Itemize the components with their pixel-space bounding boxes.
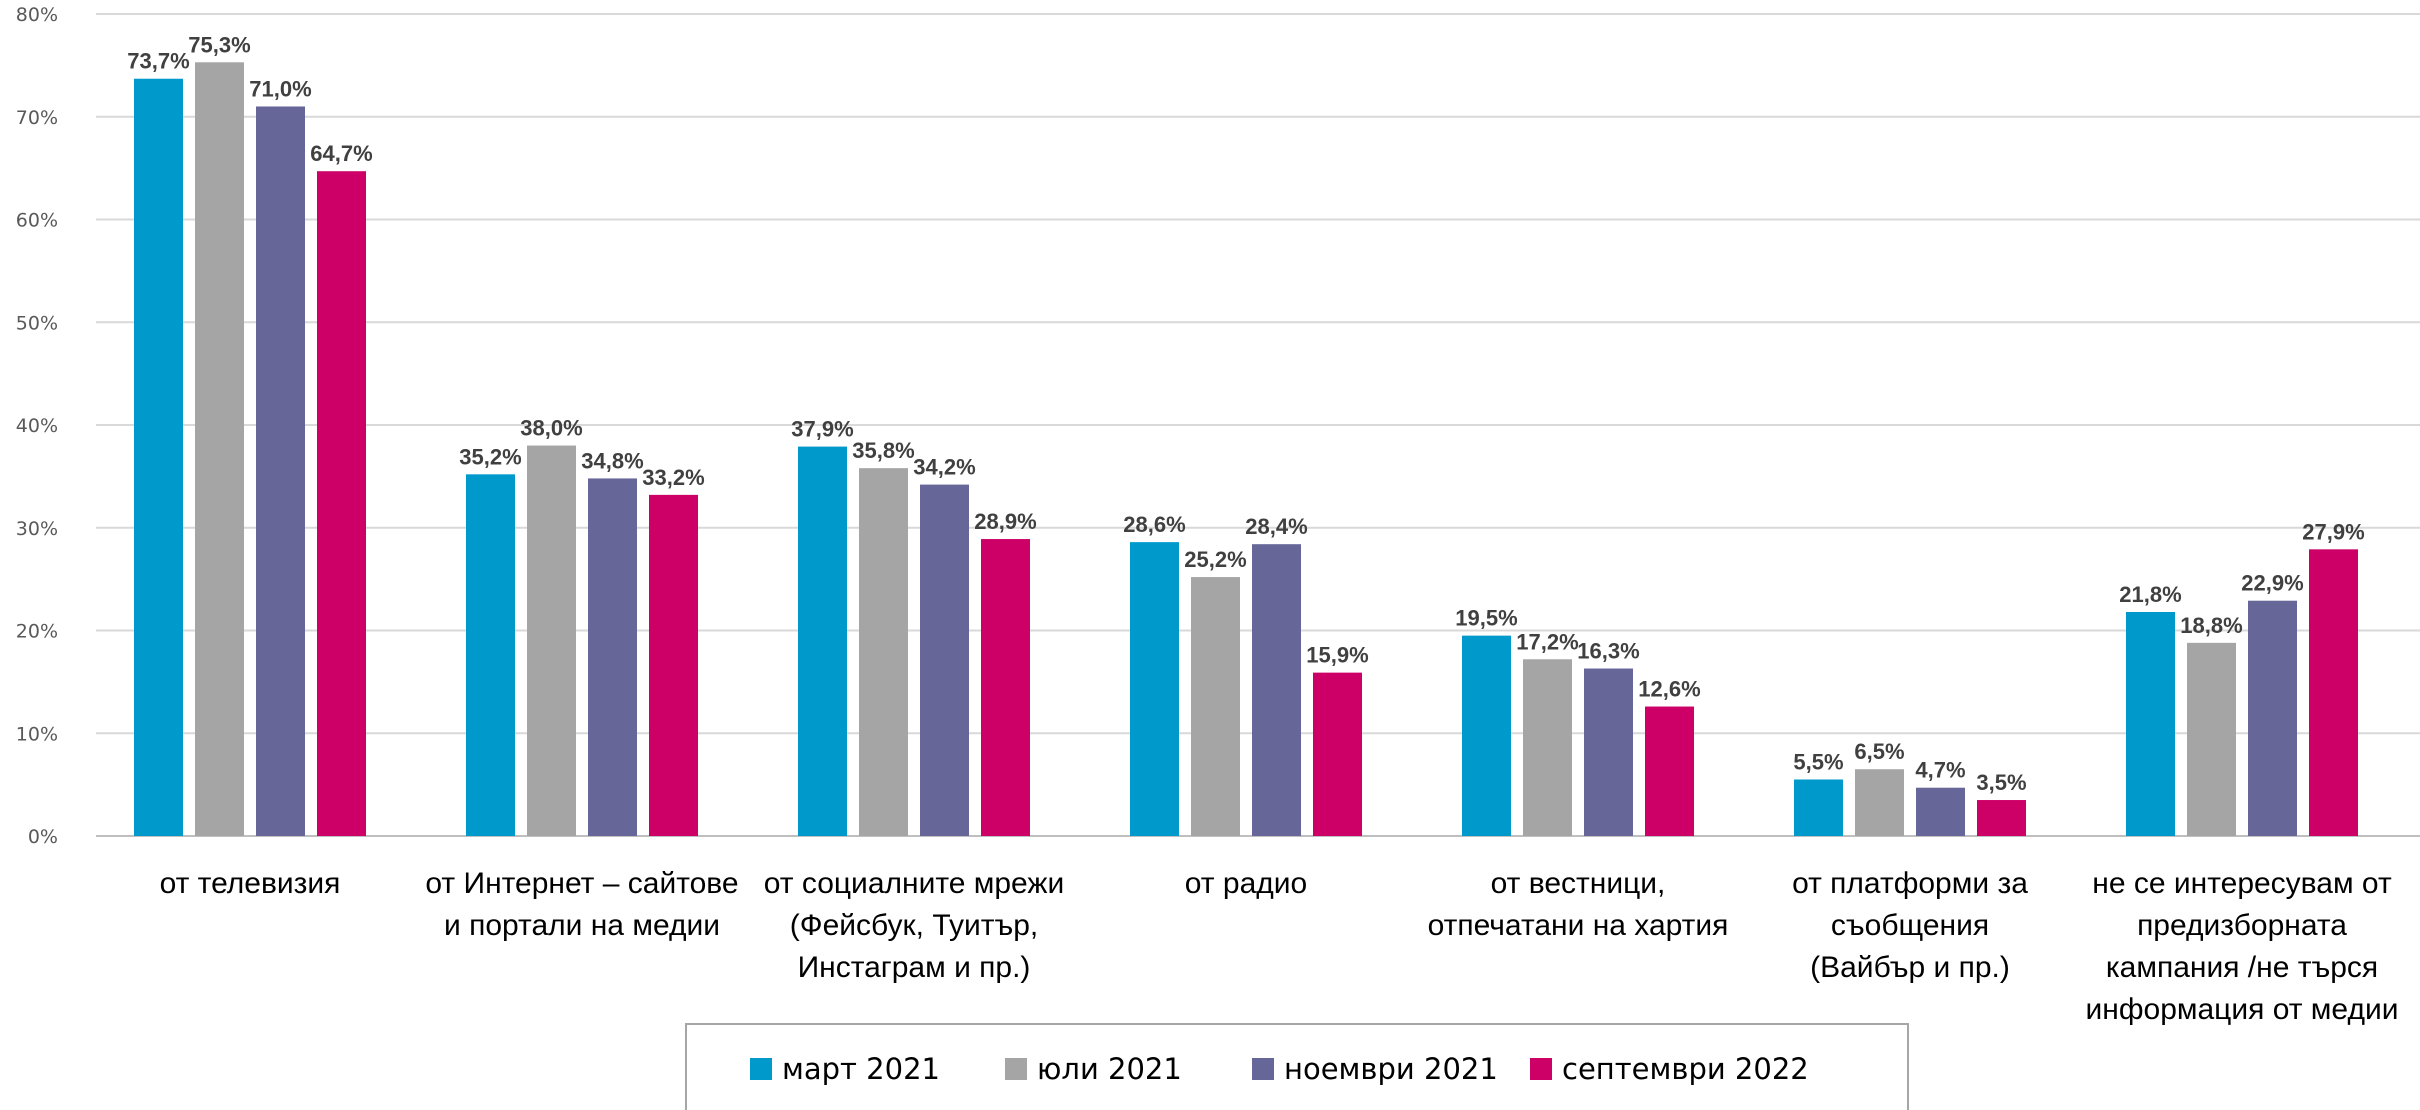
bar bbox=[1191, 577, 1240, 836]
y-tick-label: 30% bbox=[16, 518, 58, 540]
data-label: 25,2% bbox=[1184, 547, 1246, 572]
data-label: 6,5% bbox=[1854, 739, 1904, 764]
legend-label: септември 2022 bbox=[1562, 1052, 1809, 1086]
category-label: от платформи за bbox=[1792, 867, 2028, 900]
data-label: 33,2% bbox=[642, 465, 704, 490]
legend-swatch bbox=[1530, 1058, 1552, 1080]
category-label: от телевизия bbox=[160, 867, 341, 900]
data-label: 28,9% bbox=[974, 509, 1036, 534]
data-label: 18,8% bbox=[2180, 613, 2242, 638]
y-axis-ticks: 0% 10% 20% 30% 40% 50% 60% 70% 80% bbox=[16, 4, 58, 848]
bar bbox=[1916, 787, 1965, 836]
bar bbox=[1584, 668, 1633, 836]
category-label: (Фейсбук, Туитър, bbox=[790, 909, 1038, 942]
category-label: отпечатани на хартия bbox=[1428, 909, 1729, 942]
bar bbox=[1462, 635, 1511, 836]
bar bbox=[2187, 642, 2236, 836]
data-label: 5,5% bbox=[1793, 749, 1843, 774]
y-tick-label: 10% bbox=[16, 723, 58, 745]
category-label: не се интересувам от bbox=[2092, 867, 2392, 900]
legend-box bbox=[685, 1023, 1909, 1110]
bar bbox=[317, 171, 366, 836]
category-label: предизборната bbox=[2137, 909, 2347, 942]
data-label: 4,7% bbox=[1915, 758, 1965, 783]
data-label: 12,6% bbox=[1638, 677, 1700, 702]
category-label: от радио bbox=[1185, 867, 1307, 900]
bar bbox=[1855, 769, 1904, 836]
category-label: от социалните мрежи bbox=[764, 867, 1064, 900]
bar bbox=[134, 78, 183, 837]
data-label: 71,0% bbox=[249, 76, 311, 101]
bar bbox=[1130, 542, 1179, 836]
legend-label: ноември 2021 bbox=[1284, 1052, 1498, 1086]
data-label: 22,9% bbox=[2241, 571, 2303, 596]
y-tick-label: 60% bbox=[16, 210, 58, 232]
y-tick-label: 80% bbox=[16, 4, 58, 26]
data-label: 27,9% bbox=[2302, 519, 2364, 544]
legend: март 2021 юли 2021 ноември 2021 септември 2… bbox=[685, 1023, 1909, 1110]
y-tick-label: 70% bbox=[16, 107, 58, 129]
category-label: и портали на медии bbox=[444, 909, 720, 942]
bar bbox=[466, 474, 515, 836]
legend-swatch bbox=[1252, 1058, 1274, 1080]
bar bbox=[2126, 612, 2175, 836]
data-label: 17,2% bbox=[1516, 629, 1578, 654]
data-label: 28,4% bbox=[1245, 514, 1307, 539]
y-tick-label: 40% bbox=[16, 415, 58, 437]
bar bbox=[981, 539, 1030, 836]
data-label: 35,8% bbox=[852, 438, 914, 463]
category-label: кампания /не търся bbox=[2106, 951, 2378, 984]
bar bbox=[527, 445, 576, 836]
bar bbox=[1523, 659, 1572, 836]
bar bbox=[649, 494, 698, 836]
category-label: от Интернет – сайтове bbox=[425, 867, 738, 900]
data-label: 34,2% bbox=[913, 455, 975, 480]
y-tick-label: 0% bbox=[28, 826, 58, 848]
y-tick-label: 20% bbox=[16, 621, 58, 643]
bar bbox=[256, 106, 305, 837]
data-label: 21,8% bbox=[2119, 582, 2181, 607]
data-label: 15,9% bbox=[1306, 643, 1368, 668]
data-label: 16,3% bbox=[1577, 639, 1639, 664]
category-label: съобщения bbox=[1831, 909, 1989, 942]
data-label: 37,9% bbox=[791, 417, 853, 442]
category-label: (Вайбър и пр.) bbox=[1810, 951, 2010, 984]
legend-swatch bbox=[1005, 1058, 1027, 1080]
data-label: 38,0% bbox=[520, 416, 582, 441]
bar bbox=[798, 446, 847, 836]
y-tick-label: 50% bbox=[16, 312, 58, 334]
legend-label: юли 2021 bbox=[1037, 1052, 1182, 1086]
data-label: 64,7% bbox=[310, 141, 372, 166]
bar bbox=[859, 468, 908, 836]
bar bbox=[1977, 800, 2026, 836]
bar bbox=[920, 484, 969, 836]
bar bbox=[2309, 549, 2358, 836]
bar bbox=[1794, 779, 1843, 836]
bar bbox=[1645, 706, 1694, 836]
bar bbox=[588, 478, 637, 836]
category-label: от вестници, bbox=[1491, 867, 1666, 900]
data-label: 19,5% bbox=[1455, 606, 1517, 631]
data-label: 28,6% bbox=[1123, 512, 1185, 537]
data-label: 34,8% bbox=[581, 448, 643, 473]
bar bbox=[195, 62, 244, 837]
data-label: 75,3% bbox=[188, 32, 250, 57]
bar bbox=[2248, 600, 2297, 836]
data-label: 3,5% bbox=[1976, 770, 2026, 795]
data-label: 73,7% bbox=[127, 49, 189, 74]
category-label: информация от медии bbox=[2086, 993, 2399, 1026]
category-labels: от телевизия от Интернет – сайтове и порта… bbox=[160, 867, 2399, 1026]
data-labels: 73,7%75,3% 71,0% 64,7% 35,2% 38,0% 34,8%33,2%… bbox=[127, 32, 2364, 795]
bar bbox=[1252, 544, 1301, 836]
category-label: Инстаграм и пр.) bbox=[798, 951, 1031, 984]
data-label: 35,2% bbox=[459, 444, 521, 469]
legend-swatch bbox=[750, 1058, 772, 1080]
bars bbox=[134, 62, 2358, 837]
bar bbox=[1313, 672, 1362, 836]
legend-label: март 2021 bbox=[782, 1052, 940, 1086]
